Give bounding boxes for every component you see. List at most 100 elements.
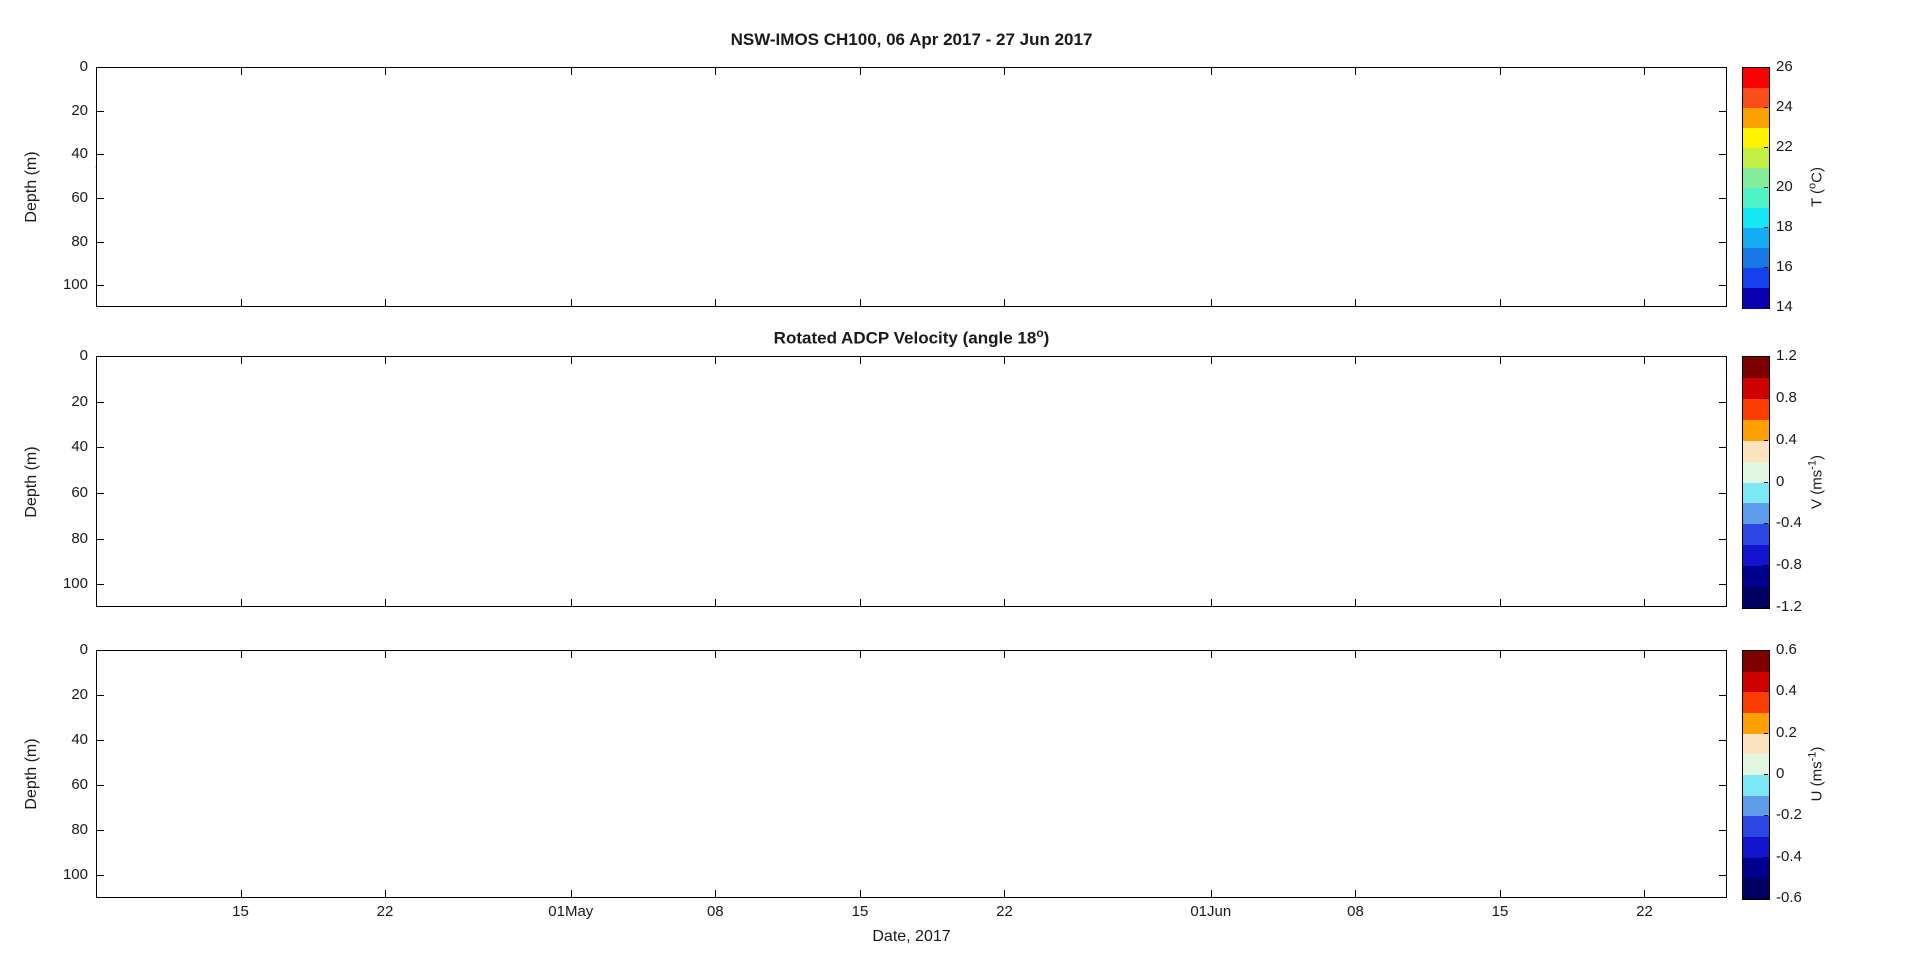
colorbar-segment <box>1743 671 1769 693</box>
x-tick-label: 15 <box>232 903 249 920</box>
colorbar-unit-part: ) <box>1808 746 1826 752</box>
colorbar-segment <box>1743 398 1769 421</box>
x-tick-mark <box>1499 651 1501 658</box>
colorbar-tick-mark <box>1764 774 1768 775</box>
x-tick-label: 22 <box>996 903 1013 920</box>
x-tick-mark <box>1355 599 1357 606</box>
y-axis-label: Depth (m) <box>23 151 40 223</box>
y-tick-mark <box>97 447 104 449</box>
x-tick-mark <box>1499 357 1501 364</box>
x-tick-mark <box>570 599 572 606</box>
colorbar-segment <box>1743 288 1769 309</box>
x-tick-mark <box>240 890 242 897</box>
y-tick-label: 40 <box>71 145 88 163</box>
colorbar-unit-part: ) <box>1808 454 1826 460</box>
y-tick-mark <box>97 785 104 787</box>
colorbar-segment <box>1743 878 1769 900</box>
y-tick-mark <box>1719 875 1726 877</box>
colorbar-unit-part: o <box>1806 182 1819 189</box>
colorbar-u-velocity <box>1742 650 1770 900</box>
colorbar-tick-label: 0.2 <box>1776 723 1797 741</box>
colorbar-tick-mark <box>1764 523 1768 525</box>
colorbar-tick-mark <box>1764 815 1768 817</box>
colorbar-segment <box>1743 357 1769 379</box>
x-tick-mark <box>1004 68 1006 75</box>
colorbar-segment <box>1743 713 1769 735</box>
colorbar-segment <box>1743 377 1769 400</box>
x-tick-mark <box>1644 651 1646 658</box>
x-tick-label: 15 <box>1491 903 1509 920</box>
y-tick-mark <box>1719 785 1726 787</box>
colorbar-segment <box>1743 88 1769 109</box>
x-tick-mark <box>859 299 861 306</box>
colorbar-tick-label: 0.8 <box>1776 388 1797 406</box>
x-tick-mark <box>570 651 572 658</box>
x-tick-mark <box>385 599 386 606</box>
y-tick-mark <box>1719 492 1726 494</box>
y-tick-mark <box>1719 241 1726 243</box>
y-tick-mark <box>97 356 104 357</box>
colorbar-tick-label: 22 <box>1776 138 1793 155</box>
colorbar-tick-mark <box>1764 397 1768 399</box>
x-tick-mark <box>385 357 386 364</box>
x-axis-label: Date, 2017 <box>872 928 951 945</box>
colorbar-segment <box>1743 419 1769 442</box>
colorbar-segment <box>1743 587 1769 609</box>
x-tick-mark <box>715 357 717 364</box>
y-tick-label: 0 <box>79 58 88 75</box>
y-tick-label: 60 <box>71 188 88 206</box>
colorbar-v-velocity <box>1742 356 1770 609</box>
x-tick-mark <box>1004 357 1006 364</box>
y-tick-label: 60 <box>71 776 88 794</box>
y-tick-label: 0 <box>79 347 88 364</box>
degree-superscript: o <box>1036 326 1044 340</box>
x-tick-mark <box>1210 68 1212 75</box>
x-tick-mark <box>240 357 242 364</box>
y-tick-label: 80 <box>71 821 88 839</box>
colorbar-tick-mark <box>1764 147 1768 148</box>
colorbar-segment <box>1743 692 1769 714</box>
colorbar-tick-label: 0.4 <box>1776 682 1797 700</box>
y-tick-label: 60 <box>71 483 88 501</box>
colorbar-tick-label: 20 <box>1776 178 1793 195</box>
x-tick-mark <box>1499 68 1501 75</box>
colorbar-segment <box>1743 168 1769 189</box>
colorbar-segment <box>1743 503 1769 525</box>
panel2-title-text: Rotated ADCP Velocity (angle 18 <box>773 328 1037 348</box>
y-tick-label: 20 <box>71 101 88 119</box>
y-tick-mark <box>1719 695 1726 697</box>
colorbar-unit-part: -1 <box>1806 751 1819 762</box>
x-tick-mark <box>1644 299 1646 306</box>
colorbar-segment <box>1743 857 1769 879</box>
colorbar-segment <box>1743 651 1769 673</box>
x-tick-mark <box>1644 890 1646 897</box>
x-tick-mark <box>385 651 386 658</box>
colorbar-tick-label: 0 <box>1776 472 1785 490</box>
x-tick-label: 22 <box>376 903 394 920</box>
x-tick-mark <box>1004 651 1006 658</box>
colorbar-tick-label: -1.2 <box>1776 598 1802 615</box>
colorbar-segment <box>1743 754 1769 776</box>
x-tick-mark <box>859 599 861 606</box>
y-tick-mark <box>97 154 104 156</box>
x-tick-label: 15 <box>851 903 869 920</box>
y-tick-mark <box>97 401 104 403</box>
colorbar-tick-label: -0.4 <box>1776 847 1802 865</box>
x-tick-mark <box>1644 68 1646 75</box>
y-tick-mark <box>97 197 104 199</box>
colorbar-segment <box>1743 108 1769 129</box>
x-tick-mark <box>570 68 572 75</box>
y-tick-mark <box>1719 447 1726 449</box>
colorbar-tick-mark <box>1764 898 1768 899</box>
plot-box-u-velocity <box>96 650 1727 898</box>
colorbar-segment <box>1743 68 1769 89</box>
y-tick-mark <box>97 830 104 832</box>
colorbar-unit-part: C) <box>1808 166 1826 183</box>
y-tick-mark <box>1719 110 1726 112</box>
colorbar-tick-mark <box>1764 607 1768 608</box>
x-tick-mark <box>715 299 717 306</box>
y-tick-mark <box>97 650 104 651</box>
y-tick-label: 0 <box>79 641 88 658</box>
colorbar-tick-label: -0.8 <box>1776 556 1802 574</box>
